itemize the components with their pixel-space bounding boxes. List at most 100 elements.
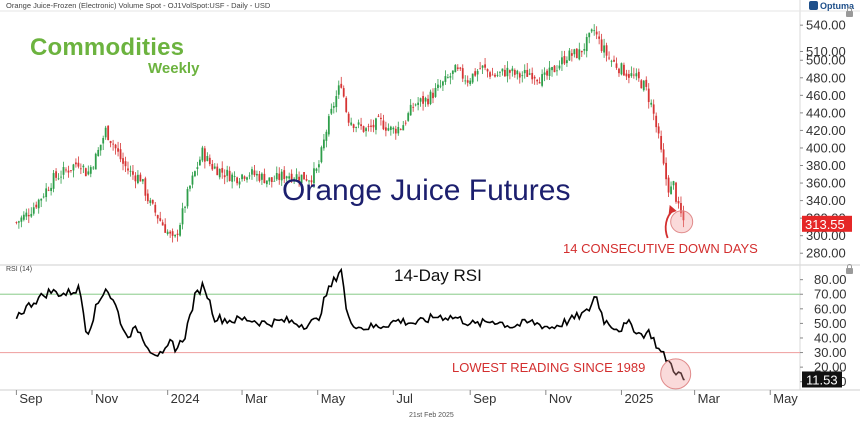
- price-candle: [22, 214, 25, 220]
- price-candle: [466, 80, 469, 83]
- price-candle: [491, 74, 494, 76]
- price-candle: [77, 162, 80, 167]
- price-candle: [275, 173, 278, 180]
- rsi-panel-lock-icon[interactable]: [846, 264, 853, 274]
- price-candle: [293, 178, 296, 180]
- price-candle: [429, 91, 432, 104]
- price-candle: [605, 45, 608, 56]
- last-rsi-label: 11.53: [806, 372, 838, 387]
- price-panel-lock-icon[interactable]: [846, 7, 853, 17]
- price-candle: [657, 126, 660, 134]
- price-candle: [17, 221, 20, 223]
- price-candle: [394, 128, 397, 134]
- price-candle: [97, 149, 100, 157]
- price-candle: [340, 83, 343, 88]
- rsi-indicator-tag: RSI (14): [6, 266, 33, 273]
- rsi-tick-label: 20.00: [814, 360, 847, 375]
- down-days-annotation: 14 CONSECUTIVE DOWN DAYS: [563, 241, 758, 256]
- chart-title: Orange Juice Futures: [282, 174, 571, 207]
- price-candle: [273, 180, 276, 182]
- price-candle: [496, 74, 499, 76]
- price-candle: [680, 203, 682, 214]
- price-candle: [603, 45, 605, 53]
- price-candle: [442, 81, 444, 86]
- price-candle: [40, 198, 43, 201]
- rsi-series-line: [15, 267, 685, 381]
- price-candle: [94, 153, 97, 170]
- price-candle: [327, 116, 330, 135]
- price-candle: [181, 208, 184, 225]
- price-candle: [300, 174, 303, 184]
- price-tick-label: 400.00: [806, 140, 846, 155]
- price-candle: [256, 173, 258, 176]
- price-candle: [355, 127, 358, 128]
- price-candle: [538, 82, 541, 84]
- price-candle: [223, 175, 226, 178]
- price-candle: [285, 176, 288, 179]
- price-candle: [432, 92, 434, 99]
- price-candle: [481, 65, 484, 68]
- price-tick-label: 500.00: [806, 53, 846, 68]
- price-candle: [627, 74, 630, 78]
- price-candle: [365, 128, 367, 132]
- price-candle: [610, 60, 613, 62]
- price-tick-label: 440.00: [806, 105, 846, 120]
- price-candle: [149, 200, 152, 203]
- price-candle: [570, 53, 573, 56]
- price-candle: [265, 180, 268, 185]
- price-candle: [169, 231, 172, 234]
- price-candle: [516, 70, 519, 75]
- price-candle: [427, 98, 429, 105]
- price-candle: [295, 174, 298, 180]
- price-candle: [625, 73, 628, 77]
- price-candle: [47, 189, 50, 191]
- price-candle: [203, 148, 206, 162]
- price-candle: [414, 104, 417, 106]
- price-candle: [243, 176, 246, 179]
- price-candle: [511, 68, 514, 72]
- price-candle: [174, 234, 177, 237]
- price-candle: [318, 164, 320, 168]
- footer-date: 21st Feb 2025: [409, 412, 454, 419]
- optuma-brand: Optuma: [808, 1, 854, 11]
- price-candle: [623, 64, 625, 76]
- price-candle: [132, 171, 134, 175]
- price-candle: [176, 233, 179, 235]
- price-candle: [637, 71, 640, 79]
- price-candle: [508, 70, 511, 73]
- price-candle: [471, 73, 474, 83]
- price-candle: [677, 201, 680, 204]
- price-candle: [375, 118, 377, 130]
- price-candle: [407, 113, 410, 121]
- price-candle: [337, 85, 340, 95]
- price-tick-label: 380.00: [806, 158, 846, 173]
- price-candle: [662, 149, 665, 164]
- price-candle: [682, 210, 685, 221]
- price-candle: [499, 71, 501, 73]
- price-candle: [52, 173, 55, 189]
- price-candle: [573, 49, 576, 55]
- price-candle: [211, 163, 214, 170]
- date-tick-label: 2024: [171, 391, 200, 406]
- date-tick-label: Jul: [396, 391, 413, 406]
- price-candle: [87, 171, 90, 175]
- rsi-tick-label: 30.00: [814, 345, 847, 360]
- price-candle: [253, 170, 256, 176]
- price-candle: [310, 180, 313, 183]
- price-candle: [60, 176, 62, 178]
- price-candle: [332, 106, 335, 108]
- price-candle: [298, 176, 300, 181]
- price-candle: [313, 168, 315, 184]
- price-candle: [444, 76, 447, 82]
- price-candle: [399, 128, 402, 130]
- price-tick-label: 360.00: [806, 176, 846, 191]
- price-candle: [303, 172, 305, 180]
- price-candle: [546, 70, 548, 76]
- price-candle: [144, 178, 147, 196]
- price-candle: [55, 171, 57, 178]
- price-candle: [580, 50, 583, 53]
- price-candle: [675, 182, 677, 202]
- price-candle: [620, 63, 623, 75]
- price-candle: [290, 173, 293, 182]
- price-candle: [156, 215, 159, 219]
